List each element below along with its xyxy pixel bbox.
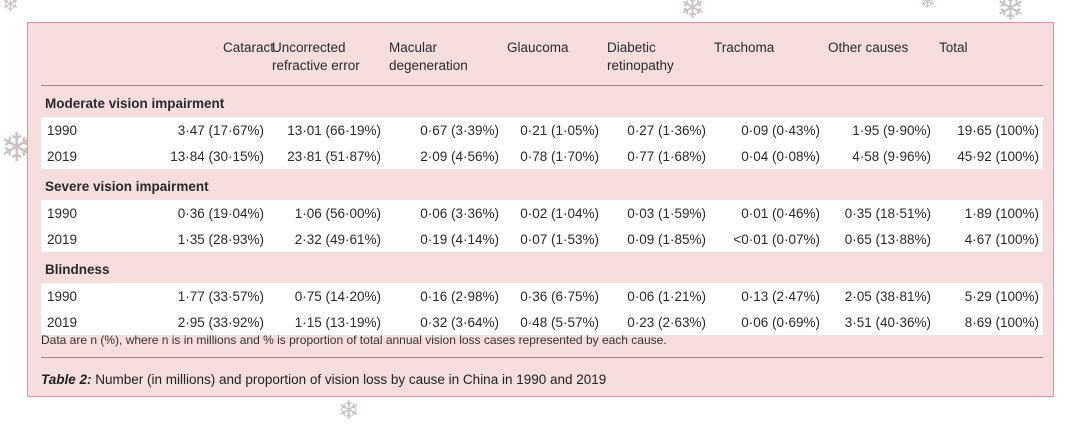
column-header: Uncorrected refractive error <box>268 37 385 86</box>
table-cell: <0·01 (0·07%) <box>710 226 824 252</box>
table-cell: 4·67 (100%) <box>935 226 1043 252</box>
table-cell: 3·51 (40·36%) <box>824 309 935 335</box>
section-row: Severe vision impairment <box>41 169 1043 200</box>
table-cell: 0·67 (3·39%) <box>385 117 503 143</box>
table-cell: 0·77 (1·68%) <box>603 143 710 169</box>
table-cell: 3·47 (17·67%) <box>131 117 268 143</box>
table-cell: 0·35 (18·51%) <box>824 200 935 226</box>
table-cell: 0·36 (6·75%) <box>503 283 603 309</box>
table-cell: 0·65 (13·88%) <box>824 226 935 252</box>
table-cell: 0·19 (4·14%) <box>385 226 503 252</box>
table-cell: 0·04 (0·08%) <box>710 143 824 169</box>
column-header: Diabetic retinopathy <box>603 37 710 86</box>
column-header: Cataract <box>131 37 274 86</box>
year-cell: 2019 <box>41 143 131 169</box>
table-cell: 0·09 (0·43%) <box>710 117 824 143</box>
table-cell: 0·02 (1·04%) <box>503 200 603 226</box>
table-cell: 0·06 (3·36%) <box>385 200 503 226</box>
table-cell: 0·23 (2·63%) <box>603 309 710 335</box>
table-cell: 0·06 (1·21%) <box>603 283 710 309</box>
table-row: 2019 13·84 (30·15%) 23·81 (51·87%) 2·09 … <box>41 143 1043 169</box>
table-cell: 1·06 (56·00%) <box>268 200 385 226</box>
table-cell: 0·16 (2·98%) <box>385 283 503 309</box>
table-cell: 8·69 (100%) <box>935 309 1043 335</box>
table-cell: 13·84 (30·15%) <box>131 143 268 169</box>
table-cell: 0·01 (0·46%) <box>710 200 824 226</box>
table-row: 1990 1·77 (33·57%) 0·75 (14·20%) 0·16 (2… <box>41 283 1043 309</box>
table-cell: 0·27 (1·36%) <box>603 117 710 143</box>
table-cell: 0·48 (5·57%) <box>503 309 603 335</box>
table-cell: 1·35 (28·93%) <box>131 226 268 252</box>
snowflake-icon: ❄ <box>920 0 936 13</box>
column-header: Total <box>935 37 1043 86</box>
table-cell: 0·75 (14·20%) <box>268 283 385 309</box>
table-cell: 0·09 (1·85%) <box>603 226 710 252</box>
table-row: 2019 1·35 (28·93%) 2·32 (49·61%) 0·19 (4… <box>41 226 1043 252</box>
column-header: Glaucoma <box>503 37 603 86</box>
snowflake-icon: ❄ <box>338 396 360 426</box>
table-cell: 1·95 (9·90%) <box>824 117 935 143</box>
year-cell: 1990 <box>41 200 131 226</box>
table-cell: 4·58 (9·96%) <box>824 143 935 169</box>
year-cell: 2019 <box>41 309 131 335</box>
table-cell: 1·89 (100%) <box>935 200 1043 226</box>
section-row: Blindness <box>41 252 1043 283</box>
table-cell: 1·15 (13·19%) <box>268 309 385 335</box>
table-cell: 2·95 (33·92%) <box>131 309 268 335</box>
section-title: Blindness <box>45 262 110 277</box>
year-cell: 1990 <box>41 117 131 143</box>
table-footnote: Data are n (%), where n is in millions a… <box>41 333 1043 358</box>
column-header: Macular degeneration <box>385 37 503 86</box>
table-cell: 1·77 (33·57%) <box>131 283 268 309</box>
column-header: Trachoma <box>710 37 824 86</box>
table-row: 1990 3·47 (17·67%) 13·01 (66·19%) 0·67 (… <box>41 117 1043 143</box>
table-cell: 2·32 (49·61%) <box>268 226 385 252</box>
table-cell: 0·07 (1·53%) <box>503 226 603 252</box>
table-cell: 0·06 (0·69%) <box>710 309 824 335</box>
year-cell: 1990 <box>41 283 131 309</box>
snowflake-icon: ❄ <box>680 0 706 26</box>
table-cell: 0·78 (1·70%) <box>503 143 603 169</box>
column-header <box>41 37 131 86</box>
column-header: Other causes <box>824 37 935 86</box>
table-cell: 5·29 (100%) <box>935 283 1043 309</box>
table-cell: 19·65 (100%) <box>935 117 1043 143</box>
section-title: Moderate vision impairment <box>45 96 225 111</box>
table-cell: 0·21 (1·05%) <box>503 117 603 143</box>
year-cell: 2019 <box>41 226 131 252</box>
table-cell: 2·09 (4·56%) <box>385 143 503 169</box>
table-cell: 13·01 (66·19%) <box>268 117 385 143</box>
table-cell: 45·92 (100%) <box>935 143 1043 169</box>
data-table: Cataract Uncorrected refractive error Ma… <box>41 37 1043 335</box>
caption-text: Number (in millions) and proportion of v… <box>91 372 607 387</box>
table-caption: Table 2: Number (in millions) and propor… <box>41 372 606 387</box>
table-cell: 23·81 (51·87%) <box>268 143 385 169</box>
section-title: Severe vision impairment <box>45 179 209 194</box>
table-cell: 0·03 (1·59%) <box>603 200 710 226</box>
table-row: 1990 0·36 (19·04%) 1·06 (56·00%) 0·06 (3… <box>41 200 1043 226</box>
table-cell: 0·36 (19·04%) <box>131 200 268 226</box>
section-row: Moderate vision impairment <box>41 86 1043 118</box>
table-cell: 0·32 (3·64%) <box>385 309 503 335</box>
header-row: Cataract Uncorrected refractive error Ma… <box>41 37 1043 86</box>
table-panel: Cataract Uncorrected refractive error Ma… <box>27 22 1054 397</box>
table-row: 2019 2·95 (33·92%) 1·15 (13·19%) 0·32 (3… <box>41 309 1043 335</box>
snowflake-icon: ❄ <box>2 0 19 16</box>
caption-label: Table 2: <box>41 372 92 387</box>
table-cell: 0·13 (2·47%) <box>710 283 824 309</box>
table-cell: 2·05 (38·81%) <box>824 283 935 309</box>
